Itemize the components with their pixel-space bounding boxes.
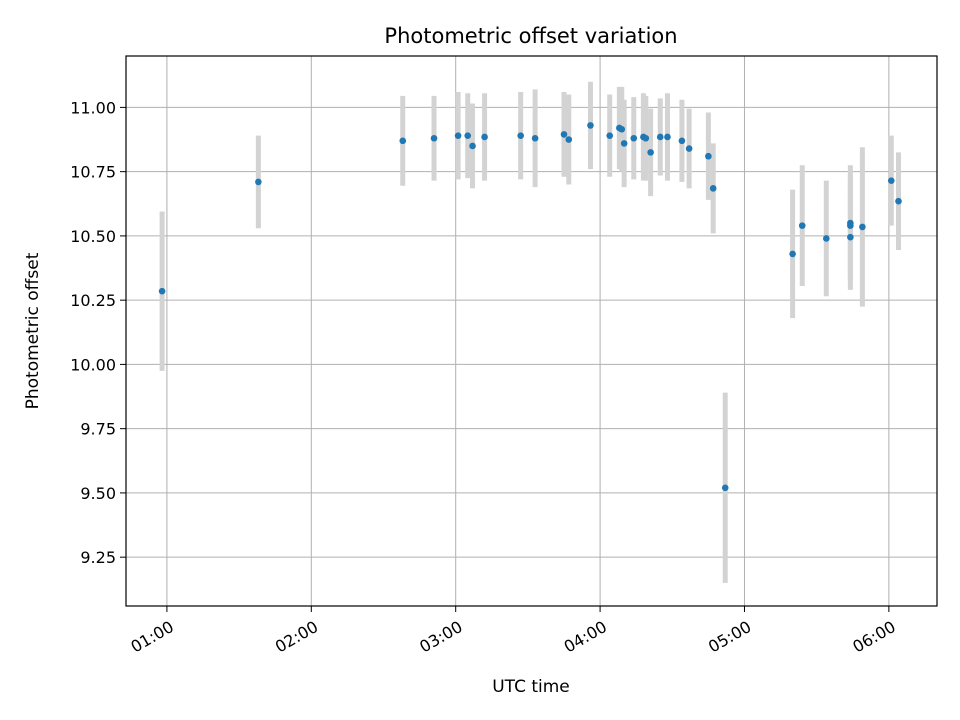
data-point: [517, 132, 524, 139]
data-point: [565, 136, 573, 143]
data-point: [887, 177, 895, 184]
data-point: [647, 149, 654, 156]
y-tick-label: 10.25: [70, 291, 116, 310]
x-axis-label: UTC time: [492, 677, 570, 697]
data-point: [859, 223, 866, 231]
x-tick-label: 05:00: [705, 617, 754, 657]
data-point: [454, 132, 462, 139]
data-point: [822, 235, 830, 242]
data-point: [531, 134, 539, 142]
plot-frame: [125, 55, 938, 607]
data-point: [255, 178, 262, 186]
data-point: [789, 250, 796, 258]
y-tick-label: 10.75: [70, 163, 116, 182]
data-point: [642, 134, 650, 142]
y-axis-label: Photometric offset: [23, 252, 43, 409]
x-tick-label: 01:00: [127, 617, 176, 657]
data-point: [469, 142, 476, 150]
data-point: [560, 131, 568, 138]
grid: [126, 56, 937, 606]
data-point: [158, 287, 166, 295]
data-point: [587, 122, 594, 129]
data-point: [620, 140, 628, 147]
data-point: [399, 137, 407, 145]
y-tick-label: 11.00: [70, 98, 116, 117]
data-point: [678, 137, 686, 145]
y-tick-label: 9.75: [80, 420, 116, 439]
data-point: [709, 185, 717, 192]
x-tick-label: 03:00: [416, 617, 465, 657]
y-tick-label: 9.25: [80, 548, 116, 567]
x-tick-label: 06:00: [849, 617, 898, 657]
x-tick-label: 02:00: [272, 617, 321, 657]
data-point: [895, 197, 902, 205]
y-axis-ticks: 9.25 9.50 9.75 10.00 10.25 10.50 10.75 11.00: [70, 98, 126, 567]
data-point: [685, 145, 693, 152]
data-point: [721, 484, 729, 492]
data-point: [656, 133, 664, 141]
data-point: [430, 134, 438, 142]
data-point: [705, 152, 712, 160]
y-tick-label: 9.50: [80, 484, 116, 503]
x-tick-label: 04:00: [561, 617, 610, 657]
y-tick-label: 10.00: [70, 355, 116, 374]
x-axis-ticks: 01:00 02:00 03:00 04:00 05:00 06:00: [127, 606, 899, 657]
data-point: [630, 134, 638, 142]
y-tick-label: 10.50: [70, 227, 116, 246]
data-point: [606, 132, 614, 139]
data-point: [798, 222, 806, 229]
data-point: [481, 133, 488, 141]
data-point: [847, 233, 854, 241]
data-point: [464, 132, 472, 139]
data-point: [664, 133, 671, 141]
data-point: [847, 222, 854, 229]
error-bars: [159, 81, 901, 583]
data-points: [158, 122, 902, 492]
chart-title: Photometric offset variation: [384, 24, 677, 48]
data-point: [618, 125, 626, 133]
